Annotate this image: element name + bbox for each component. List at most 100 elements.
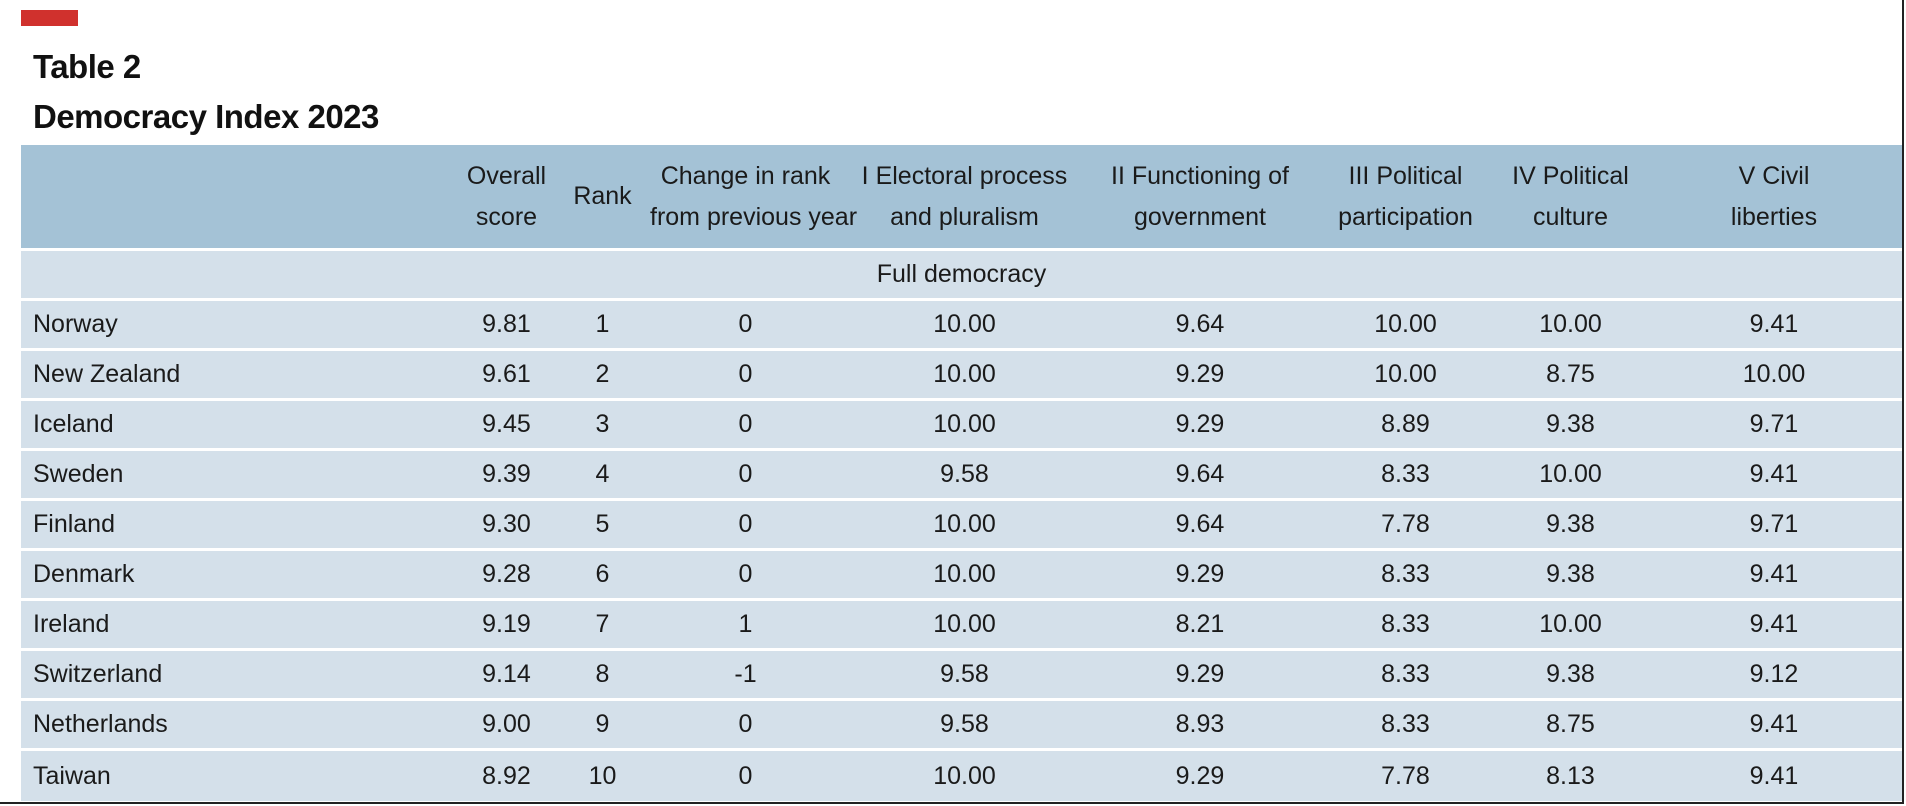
- cell-political-participation: 7.78: [1316, 501, 1495, 551]
- cell-electoral-process: 9.58: [845, 651, 1084, 701]
- header-political-culture: IV Political culture: [1495, 145, 1646, 251]
- cell-political-culture: 9.38: [1495, 501, 1646, 551]
- cell-political-culture: 8.13: [1495, 751, 1646, 801]
- cell-political-culture: 10.00: [1495, 601, 1646, 651]
- cell-country: Netherlands: [21, 701, 454, 751]
- cell-country: Norway: [21, 301, 454, 351]
- cell-rank: 8: [559, 651, 646, 701]
- cell-political-participation: 8.89: [1316, 401, 1495, 451]
- cell-overall-score: 9.45: [454, 401, 559, 451]
- cell-functioning-of-government: 8.21: [1084, 601, 1316, 651]
- cell-overall-score: 9.28: [454, 551, 559, 601]
- table-title: Democracy Index 2023: [33, 98, 379, 135]
- cell-functioning-of-government: 9.29: [1084, 551, 1316, 601]
- table-row: Taiwan 8.92 10 0 10.00 9.29 7.78 8.13 9.41: [21, 751, 1902, 801]
- cell-overall-score: 8.92: [454, 751, 559, 801]
- cell-change-in-rank: 0: [646, 701, 845, 751]
- cell-civil-liberties: 9.71: [1646, 401, 1902, 451]
- table-row: Sweden 9.39 4 0 9.58 9.64 8.33 10.00 9.41: [21, 451, 1902, 501]
- accent-bar: [21, 10, 78, 26]
- cell-change-in-rank: 0: [646, 451, 845, 501]
- table-row: Switzerland 9.14 8 -1 9.58 9.29 8.33 9.38 9.12: [21, 651, 1902, 701]
- header-change-in-rank: Change in rank from previous year: [646, 145, 857, 251]
- header-political-participation: III Political participation: [1316, 145, 1495, 251]
- cell-functioning-of-government: 8.93: [1084, 701, 1316, 751]
- cell-electoral-process: 9.58: [845, 451, 1084, 501]
- cell-overall-score: 9.14: [454, 651, 559, 701]
- cell-functioning-of-government: 9.29: [1084, 401, 1316, 451]
- cell-rank: 9: [559, 701, 646, 751]
- cell-change-in-rank: 1: [646, 601, 845, 651]
- cell-civil-liberties: 9.41: [1646, 601, 1902, 651]
- cell-civil-liberties: 9.41: [1646, 301, 1902, 351]
- cell-political-culture: 10.00: [1495, 301, 1646, 351]
- cell-political-culture: 9.38: [1495, 651, 1646, 701]
- table-row: Iceland 9.45 3 0 10.00 9.29 8.89 9.38 9.71: [21, 401, 1902, 451]
- cell-country: Switzerland: [21, 651, 454, 701]
- cell-country: Ireland: [21, 601, 454, 651]
- cell-change-in-rank: 0: [646, 401, 845, 451]
- cell-electoral-process: 10.00: [845, 301, 1084, 351]
- cell-functioning-of-government: 9.64: [1084, 501, 1316, 551]
- cell-political-culture: 8.75: [1495, 351, 1646, 401]
- cell-overall-score: 9.30: [454, 501, 559, 551]
- cell-functioning-of-government: 9.64: [1084, 301, 1316, 351]
- cell-electoral-process: 10.00: [845, 351, 1084, 401]
- cell-rank: 3: [559, 401, 646, 451]
- cell-country: Finland: [21, 501, 454, 551]
- cell-civil-liberties: 9.12: [1646, 651, 1902, 701]
- table-row: Denmark 9.28 6 0 10.00 9.29 8.33 9.38 9.41: [21, 551, 1902, 601]
- cell-rank: 10: [559, 751, 646, 801]
- section-label: Full democracy: [21, 251, 1902, 301]
- cell-civil-liberties: 9.71: [1646, 501, 1902, 551]
- cell-change-in-rank: 0: [646, 551, 845, 601]
- cell-country: Iceland: [21, 401, 454, 451]
- cell-rank: 1: [559, 301, 646, 351]
- header-overall-score: Overall score: [454, 145, 559, 251]
- cell-political-culture: 9.38: [1495, 551, 1646, 601]
- cell-rank: 5: [559, 501, 646, 551]
- table-label: Table 2: [33, 48, 141, 85]
- cell-rank: 2: [559, 351, 646, 401]
- cell-civil-liberties: 10.00: [1646, 351, 1902, 401]
- cell-overall-score: 9.39: [454, 451, 559, 501]
- cell-civil-liberties: 9.41: [1646, 551, 1902, 601]
- cell-political-participation: 8.33: [1316, 701, 1495, 751]
- table-row: New Zealand 9.61 2 0 10.00 9.29 10.00 8.75 10.00: [21, 351, 1902, 401]
- cell-political-culture: 10.00: [1495, 451, 1646, 501]
- cell-change-in-rank: 0: [646, 751, 845, 801]
- democracy-index-table: Overall score Rank Change in rank from pre…: [21, 145, 1902, 801]
- cell-functioning-of-government: 9.64: [1084, 451, 1316, 501]
- cell-electoral-process: 10.00: [845, 401, 1084, 451]
- cell-country: Taiwan: [21, 751, 454, 801]
- header-rank: Rank: [559, 145, 646, 251]
- cell-political-culture: 9.38: [1495, 401, 1646, 451]
- cell-change-in-rank: 0: [646, 301, 845, 351]
- cell-electoral-process: 10.00: [845, 501, 1084, 551]
- table-row: Norway 9.81 1 0 10.00 9.64 10.00 10.00 9.41: [21, 301, 1902, 351]
- cell-rank: 7: [559, 601, 646, 651]
- cell-electoral-process: 9.58: [845, 701, 1084, 751]
- cell-political-culture: 8.75: [1495, 701, 1646, 751]
- cell-political-participation: 10.00: [1316, 351, 1495, 401]
- cell-political-participation: 8.33: [1316, 601, 1495, 651]
- header-functioning-of-government: II Functioning of government: [1084, 145, 1316, 251]
- cell-political-participation: 8.33: [1316, 451, 1495, 501]
- table-row: Netherlands 9.00 9 0 9.58 8.93 8.33 8.75 9.41: [21, 701, 1902, 751]
- cell-civil-liberties: 9.41: [1646, 751, 1902, 801]
- cell-political-participation: 8.33: [1316, 651, 1495, 701]
- cell-change-in-rank: 0: [646, 351, 845, 401]
- cell-country: New Zealand: [21, 351, 454, 401]
- header-country: [21, 145, 454, 251]
- cell-political-participation: 8.33: [1316, 551, 1495, 601]
- cell-country: Denmark: [21, 551, 454, 601]
- cell-civil-liberties: 9.41: [1646, 701, 1902, 751]
- cell-rank: 4: [559, 451, 646, 501]
- cell-rank: 6: [559, 551, 646, 601]
- cell-overall-score: 9.19: [454, 601, 559, 651]
- cell-change-in-rank: 0: [646, 501, 845, 551]
- header-electoral-process: I Electoral process and pluralism: [845, 145, 1084, 251]
- cell-civil-liberties: 9.41: [1646, 451, 1902, 501]
- cell-overall-score: 9.61: [454, 351, 559, 401]
